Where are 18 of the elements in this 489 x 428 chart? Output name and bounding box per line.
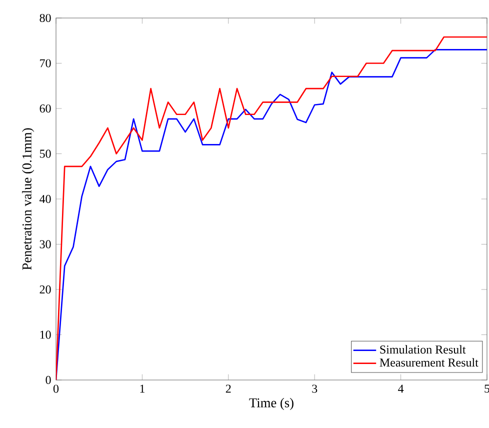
y-tick-label: 30 bbox=[40, 240, 51, 248]
y-tick-label: 50 bbox=[40, 150, 51, 158]
y-tick-label: 40 bbox=[40, 194, 51, 204]
x-tick-label: 2 bbox=[226, 384, 231, 393]
y-tick-label: 0 bbox=[46, 376, 51, 384]
y-tick-label: 10 bbox=[40, 330, 51, 339]
y-tick-label: 60 bbox=[40, 104, 51, 113]
y-axis-title: Penetration value (0.1mm) bbox=[22, 128, 34, 270]
legend-label: Measurement Result bbox=[380, 358, 478, 367]
x-tick-label: 4 bbox=[398, 384, 404, 393]
x-tick-label: 3 bbox=[312, 384, 318, 393]
x-tick-label: 0 bbox=[53, 384, 59, 393]
y-tick-label: 80 bbox=[40, 14, 51, 22]
y-tick-label: 70 bbox=[40, 59, 51, 68]
x-tick-label: 1 bbox=[140, 384, 144, 393]
x-axis-title: Time (s) bbox=[249, 398, 294, 410]
legend-label: Simulation Result bbox=[380, 345, 466, 354]
y-tick-label: 20 bbox=[40, 285, 51, 294]
